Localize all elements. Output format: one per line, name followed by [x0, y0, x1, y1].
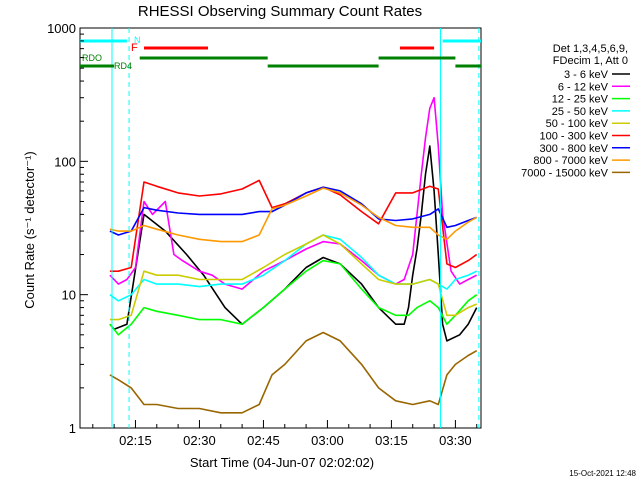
legend-header-line: FDecim 1, Att 0 [553, 55, 628, 67]
legend-label: 50 - 100 keV [546, 118, 609, 130]
series-line-5 [109, 234, 478, 321]
chart-title: RHESSI Observing Summary Count Rates [138, 3, 422, 20]
footer-timestamp: 15-Oct-2021 12:48 [569, 469, 636, 478]
x-tick-label: 03:15 [375, 433, 408, 448]
plot-frame [79, 27, 482, 429]
series-line-2 [109, 96, 478, 290]
series-line-8 [109, 187, 478, 243]
legend-label: 12 - 25 keV [552, 94, 609, 106]
x-tick-label: 02:30 [183, 433, 216, 448]
annotation-label-rdo: RDO [82, 53, 102, 63]
series-line-9 [109, 331, 478, 414]
series-line-6 [109, 179, 478, 272]
legend-label: 800 - 7000 keV [533, 155, 608, 167]
legend-label: 3 - 6 keV [564, 69, 609, 81]
legend-header-line: Det 1,3,4,5,6,9, [553, 43, 628, 55]
series-line-7 [109, 186, 477, 236]
legend-label: 7000 - 15000 keV [521, 167, 609, 179]
x-axis: 02:15 02:30 02:45 03:00 03:15 03:30 [92, 420, 478, 448]
legend-label: 25 - 50 keV [552, 106, 609, 118]
series-line-3 [109, 259, 478, 336]
y-axis: 1 10 100 1000 [47, 21, 88, 436]
annotation-label-rd4: RD4 [114, 61, 132, 71]
annotation-layer: NF RDO RD4 [80, 28, 481, 428]
x-tick-label: 02:15 [119, 433, 152, 448]
x-tick-label: 03:30 [439, 433, 472, 448]
y-tick-label: 1 [69, 421, 76, 436]
y-axis-label: Count Rate (s⁻¹ detector⁻¹) [22, 151, 37, 309]
series-layer [109, 96, 478, 414]
series-line-4 [109, 234, 478, 302]
y-tick-label: 1000 [47, 21, 76, 36]
y-tick-label: 100 [54, 154, 76, 169]
x-tick-label: 03:00 [311, 433, 344, 448]
annotation-label-f: F [131, 42, 138, 54]
legend-label: 6 - 12 keV [558, 81, 609, 93]
annotation-label-n: N [134, 35, 141, 45]
legend-label: 300 - 800 keV [540, 143, 609, 155]
y-tick-label: 10 [62, 288, 76, 303]
legend-label: 100 - 300 keV [540, 131, 609, 143]
x-tick-label: 02:45 [247, 433, 280, 448]
x-axis-label: Start Time (04-Jun-07 02:02:02) [190, 455, 374, 470]
legend: Det 1,3,4,5,6,9,FDecim 1, Att 0 3 - 6 keV… [521, 43, 630, 179]
